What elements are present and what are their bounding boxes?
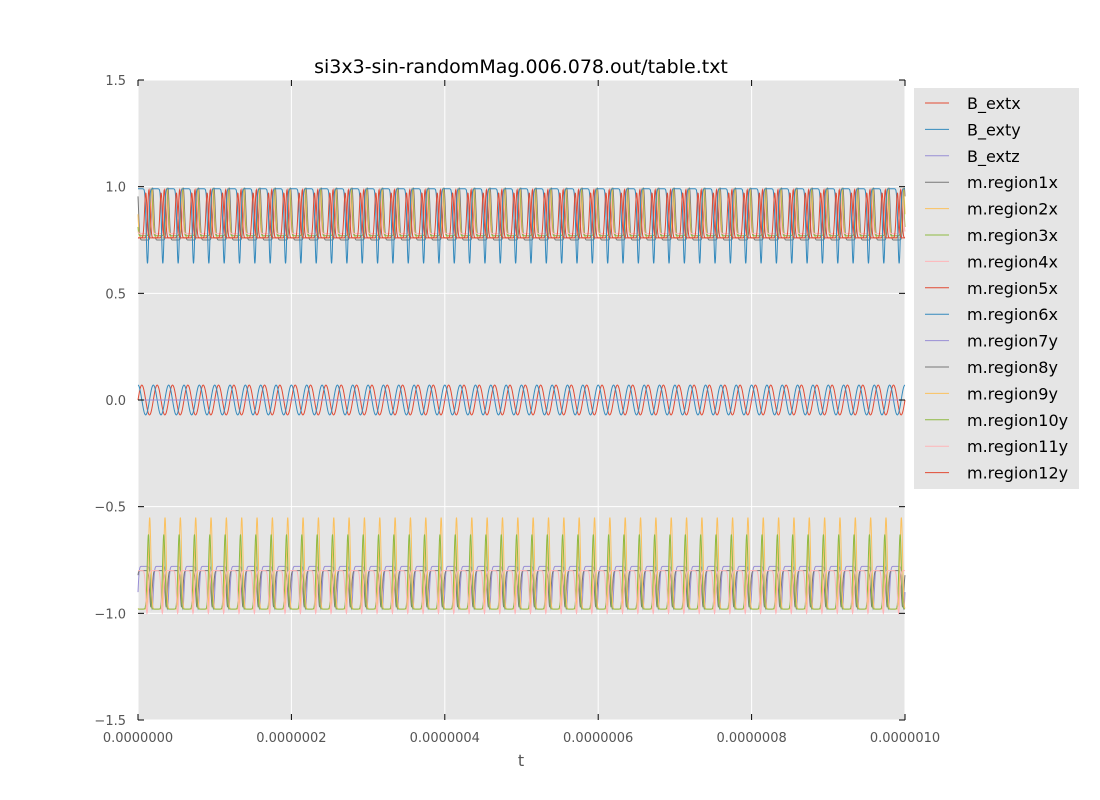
legend-item: m.region2x [925,200,1058,219]
legend-item: m.region3x [925,226,1058,245]
legend-label: m.region11y [967,437,1068,456]
y-tick-label: 0.5 [105,287,126,302]
legend-label: m.region2x [967,200,1058,219]
legend-label: m.region3x [967,226,1058,245]
x-tick-label: 0.0000008 [716,731,786,746]
y-tick-label: 1.0 [105,181,126,196]
legend-item: m.region4x [925,252,1058,271]
x-tick-label: 0.0000002 [256,731,326,746]
legend-item: m.region1x [925,173,1058,192]
legend-box [914,88,1079,489]
legend-label: m.region8y [967,358,1058,377]
x-tick-label: 0.0000004 [410,731,480,746]
y-tick-label: 0.0 [105,394,126,409]
series-lines [137,187,906,616]
legend-item: m.region6x [925,305,1058,324]
legend-item: m.region7y [925,332,1058,351]
series-line-m.region11y [138,570,905,616]
legend-label: m.region9y [967,384,1058,403]
series-line-m.region12y [138,192,905,239]
legend-label: m.region1x [967,173,1058,192]
legend-label: m.region10y [967,411,1068,430]
legend-label: m.region5x [967,279,1058,298]
y-tick-label: −1.0 [94,607,126,622]
legend-label: B_extz [967,147,1020,167]
legend: B_extx B_exty B_extz m.region1x m.region2x m.… [914,88,1079,489]
x-tick-label: 0.0000006 [563,731,633,746]
legend-label: B_extx [967,94,1021,114]
x-axis-label: t [518,751,524,770]
series-line-m.region6x [138,188,905,264]
legend-item: m.region5x [925,279,1058,298]
legend-item: B_extx [925,94,1021,114]
legend-item: m.region8y [925,358,1058,377]
legend-item: m.region9y [925,384,1058,403]
legend-label: m.region12y [967,464,1068,483]
legend-item: B_extz [925,147,1020,167]
x-tick-label: 0.0000010 [870,731,940,746]
y-tick-label: −1.5 [94,714,126,729]
legend-item: m.region11y [925,437,1068,456]
series-line-m.region10y [137,534,906,610]
legend-item: m.region10y [925,411,1068,430]
legend-item: B_exty [925,120,1021,140]
axis-ticks: 0.0000000 0.0000002 0.0000004 0.0000006 0.00… [94,74,940,746]
y-tick-label: −0.5 [94,501,126,516]
legend-item: m.region12y [925,464,1068,483]
y-tick-label: 1.5 [105,74,126,89]
legend-label: m.region4x [967,252,1058,271]
series-line-B_exty [137,384,906,416]
legend-label: m.region7y [967,332,1058,351]
x-tick-label: 0.0000000 [103,731,173,746]
legend-label: m.region6x [967,305,1058,324]
chart-title: si3x3-sin-randomMag.006.078.out/table.tx… [314,56,728,78]
legend-label: B_exty [967,120,1021,140]
